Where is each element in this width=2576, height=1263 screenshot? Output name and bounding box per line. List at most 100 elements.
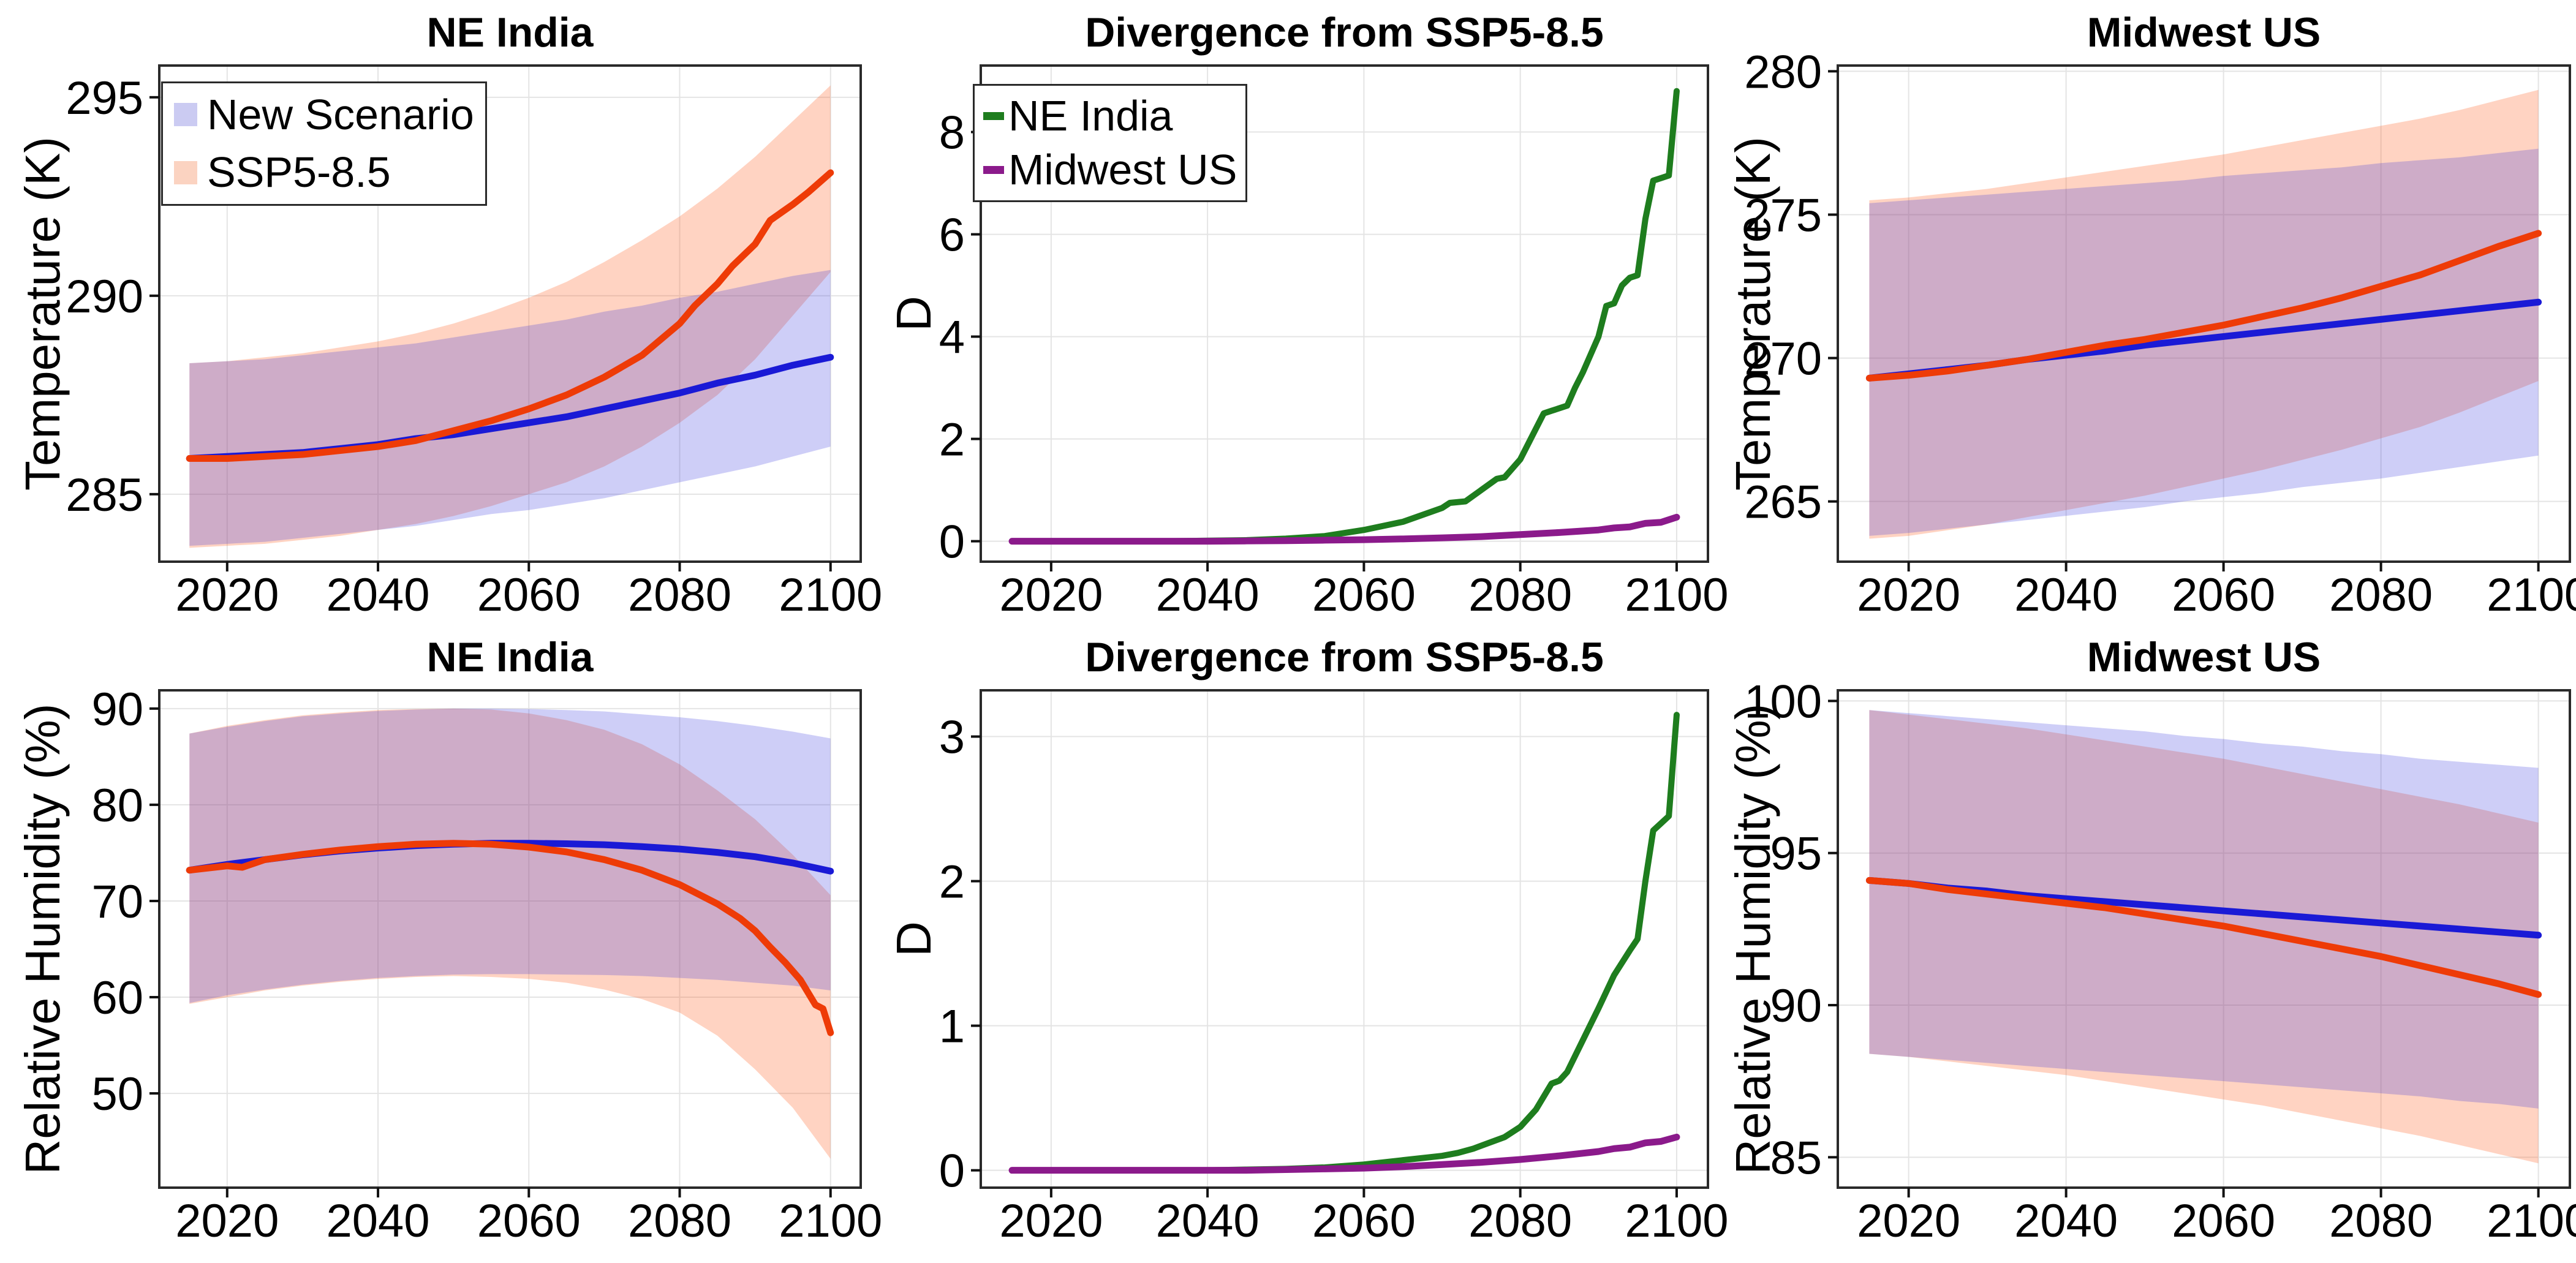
x-tick-label: 2020 xyxy=(1857,1195,1960,1247)
ssp585-line xyxy=(1865,230,2542,382)
y-tick-label: 0 xyxy=(939,516,965,568)
x-tick-label: 2060 xyxy=(477,569,581,621)
x-tick-label: 2040 xyxy=(2014,569,2118,621)
y-tick-label: 95 xyxy=(1770,828,1822,880)
x-tick-label: 2080 xyxy=(628,1195,731,1247)
y-tick-label: 3 xyxy=(939,712,965,764)
x-tick-label: 2080 xyxy=(2329,1195,2433,1247)
ssp585-line xyxy=(1865,877,2542,998)
legend-label-new-scenario: New Scenario xyxy=(207,91,474,138)
legend-label-ssp585: SSP5-8.5 xyxy=(207,148,391,197)
x-tick-label: 2080 xyxy=(1468,1195,1572,1247)
y-tick-label: 290 xyxy=(66,271,143,323)
y-axis-label-temperature-right: Temperature (K) xyxy=(1726,137,1780,491)
y-tick-label: 1 xyxy=(939,1001,965,1053)
x-tick-label: 2060 xyxy=(1312,569,1416,621)
ssp585-band-swatch xyxy=(174,160,197,184)
x-tick-label: 2020 xyxy=(1857,569,1960,621)
x-tick-label: 2100 xyxy=(779,1195,882,1247)
ne-india-line-swatch xyxy=(983,111,1004,120)
y-tick-label: 100 xyxy=(1744,676,1822,728)
x-tick-label: 2060 xyxy=(477,1195,581,1247)
y-axis-label-divergence-bottom: D xyxy=(886,921,941,957)
y-tick-label: 50 xyxy=(91,1068,143,1120)
y-tick-label: 265 xyxy=(1744,477,1822,529)
y-tick-label: 270 xyxy=(1744,333,1822,385)
y-tick-label: 295 xyxy=(66,72,143,124)
new-scenario-spread-band xyxy=(1869,148,2539,536)
legend-scenarios: New Scenario SSP5-8.5 xyxy=(161,81,487,206)
new-scenario-spread-band xyxy=(189,708,831,1003)
y-tick-label: 70 xyxy=(91,876,143,928)
x-tick-label: 2080 xyxy=(628,569,731,621)
legend-label-midwest-us: Midwest US xyxy=(1008,146,1237,194)
panel-title-divergence-temperature: Divergence from SSP5-8.5 xyxy=(1085,9,1604,56)
legend-item-ne-india: NE India xyxy=(983,92,1237,140)
y-axis-label-humidity-left: Relative Humidity (%) xyxy=(15,703,70,1175)
x-tick-label: 2100 xyxy=(779,569,882,621)
x-tick-label: 2060 xyxy=(2172,1195,2275,1247)
y-tick-label: 2 xyxy=(939,856,965,908)
x-tick-label: 2100 xyxy=(2487,1195,2576,1247)
divergence-temperature-plot: 2020 2040 2060 2080 2100 0 2 4 6 8 xyxy=(939,64,1728,621)
y-tick-label: 4 xyxy=(939,312,965,364)
x-tick-label: 2100 xyxy=(1625,1195,1728,1247)
panel-border xyxy=(980,64,1709,563)
legend-item-midwest-us: Midwest US xyxy=(983,146,1237,194)
divergence-humidity-plot: 2020 2040 2060 2080 2100 0 1 2 3 xyxy=(939,689,1728,1247)
y-tick-label: 85 xyxy=(1770,1132,1822,1184)
x-tick-label: 2040 xyxy=(1156,1195,1260,1247)
ssp585-spread-band xyxy=(189,708,831,1159)
y-tick-label: 8 xyxy=(939,107,965,159)
x-tick-label: 2080 xyxy=(2329,569,2433,621)
new-scenario-band-swatch xyxy=(174,103,197,127)
panel-title-midwest-us-temperature: Midwest US xyxy=(2087,9,2321,56)
x-tick-label: 2020 xyxy=(999,1195,1103,1247)
y-tick-label: 0 xyxy=(939,1145,965,1197)
y-tick-label: 60 xyxy=(91,972,143,1024)
x-tick-label: 2040 xyxy=(2014,1195,2118,1247)
legend-regions: NE India Midwest US xyxy=(973,84,1248,202)
panel-border xyxy=(158,64,862,563)
x-tick-label: 2080 xyxy=(1468,569,1572,621)
panel-border xyxy=(1837,689,2571,1189)
panel-title-divergence-humidity: Divergence from SSP5-8.5 xyxy=(1085,634,1604,681)
ne-india-humidity-plot: 2020 2040 2060 2080 2100 50 60 70 80 90 xyxy=(91,684,882,1247)
y-tick-label: 90 xyxy=(91,684,143,736)
x-tick-label: 2040 xyxy=(327,1195,430,1247)
midwest-us-line-swatch xyxy=(983,166,1004,175)
panel-border xyxy=(980,689,1709,1189)
ssp585-spread-band xyxy=(189,85,831,548)
new-scenario-spread-band xyxy=(189,270,831,546)
legend-item-new-scenario: New Scenario xyxy=(174,91,474,138)
panel-border xyxy=(1837,64,2571,563)
y-tick-label: 90 xyxy=(1770,980,1822,1032)
midwest-divergence-line xyxy=(1008,513,1680,545)
ssp585-spread-band xyxy=(1869,710,2539,1164)
x-tick-label: 2060 xyxy=(1312,1195,1416,1247)
y-tick-label: 275 xyxy=(1744,189,1822,241)
ssp585-line xyxy=(186,169,834,462)
y-tick-label: 280 xyxy=(1744,46,1822,98)
y-axis-label-humidity-right: Relative Humidity (%) xyxy=(1726,703,1780,1175)
y-tick-label: 285 xyxy=(66,469,143,521)
midwest-us-temperature-plot: 2020 2040 2060 2080 2100 265 270 275 280 xyxy=(1744,46,2576,621)
x-tick-label: 2100 xyxy=(1625,569,1728,621)
x-tick-label: 2040 xyxy=(1156,569,1260,621)
legend-item-ssp585: SSP5-8.5 xyxy=(174,148,474,196)
x-tick-label: 2100 xyxy=(2487,569,2576,621)
y-axis-label-temperature-left: Temperature (K) xyxy=(15,137,70,491)
y-axis-label-divergence-top: D xyxy=(886,296,941,331)
ssp585-spread-band xyxy=(1869,89,2539,539)
panel-title-ne-india-humidity: NE India xyxy=(426,634,594,681)
panel-border xyxy=(158,689,862,1189)
y-tick-label: 80 xyxy=(91,780,143,832)
x-tick-label: 2020 xyxy=(999,569,1103,621)
midwest-us-humidity-plot: 2020 2040 2060 2080 2100 85 90 95 100 xyxy=(1744,676,2576,1247)
y-tick-label: 2 xyxy=(939,414,965,466)
x-tick-label: 2040 xyxy=(327,569,430,621)
midwest-divergence-line xyxy=(1008,1133,1680,1174)
x-tick-label: 2060 xyxy=(2172,569,2275,621)
legend-label-ne-india: NE India xyxy=(1008,92,1173,140)
